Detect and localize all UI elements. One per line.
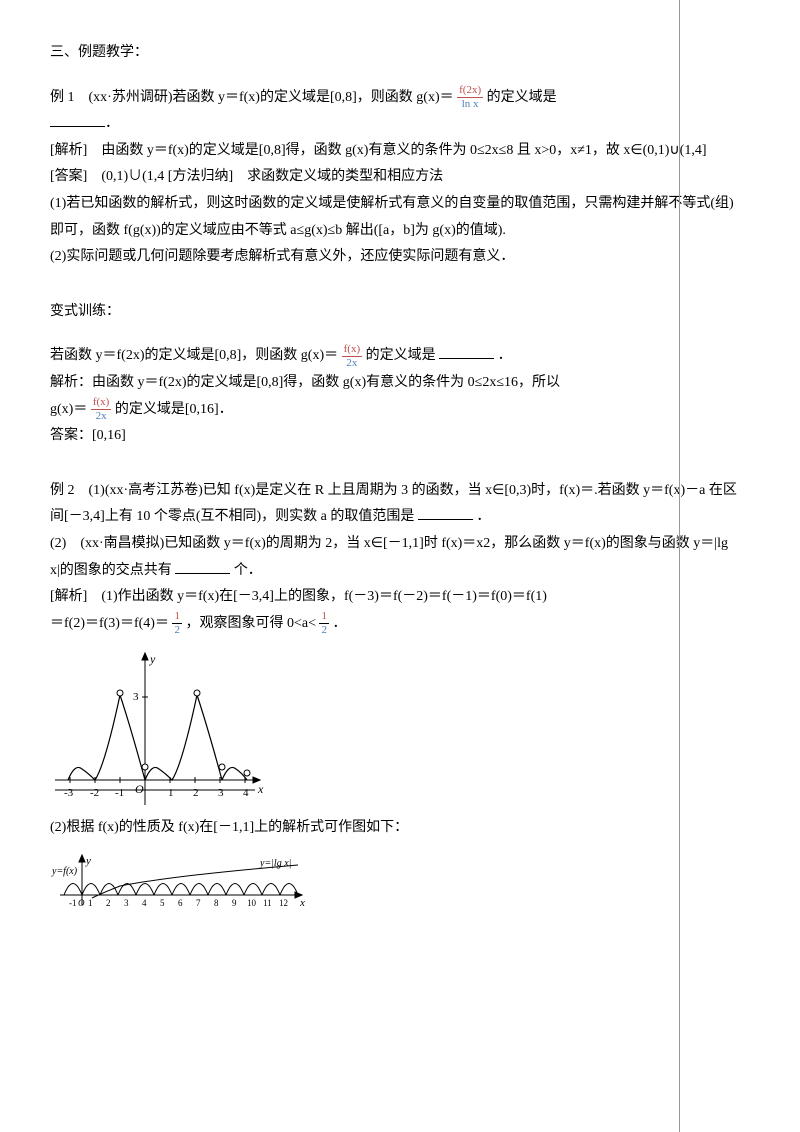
graph-2: x y y=f(x) y=|lg x| -1 O 1 2 3 4 5 6 7 8… <box>50 850 310 915</box>
section-title: 三、例题教学： <box>50 40 740 67</box>
ex1-method1: (1)若已知函数的解析式，则这时函数的定义域是使解析式有意义的自变量的取值范围，… <box>50 191 740 244</box>
ex2-frac1: 1 2 <box>172 611 182 636</box>
y-axis-label: y <box>85 855 91 867</box>
var1-frac-den: 2x <box>342 357 363 369</box>
blank-underline <box>439 344 494 359</box>
ex2-part2-text: (2)根据 f(x)的性质及 f(x)在[－1,1]上的解析式可作图如下： <box>50 815 740 842</box>
ex2-2-prefix: (2) (xx·南昌模拟)已知函数 y＝f(x)的周期为 2，当 x∈[－1,1… <box>50 536 728 578</box>
x-tick: 3 <box>124 898 129 908</box>
ex2-line2-end: ． <box>332 616 346 631</box>
example-2-part1: 例 2 (1)(xx·高考江苏卷)已知 f(x)是定义在 R 上且周期为 3 的… <box>50 478 740 531</box>
ex2-1-text: 例 2 (1)(xx·高考江苏卷)已知 f(x)是定义在 R 上且周期为 3 的… <box>50 483 737 525</box>
ex1-method2: (2)实际问题或几何问题除要考虑解析式有意义外，还应使实际问题有意义． <box>50 244 740 271</box>
x-tick: -1 <box>115 787 124 799</box>
x-tick: 2 <box>106 898 111 908</box>
ex2-frac1-den: 2 <box>172 624 182 636</box>
var1-frac-num-2: f(x) <box>91 397 112 410</box>
x-tick: 8 <box>214 898 219 908</box>
blank-underline <box>418 505 473 520</box>
x-tick: 4 <box>243 787 249 799</box>
ex2-line2-mid: ，观察图象可得 0<a< <box>185 616 316 631</box>
var1-answer: 答案：[0,16] <box>50 423 740 450</box>
ex2-line2-prefix: ＝f(2)＝f(3)＝f(4)＝ <box>50 616 169 631</box>
ex1-prefix: 例 1 (xx·苏州调研)若函数 y＝f(x)的定义域是[0,8]，则函数 g(… <box>50 90 454 105</box>
var1-gx: g(x)＝ <box>50 402 87 417</box>
ex2-frac2-num: 1 <box>319 611 329 624</box>
var1-prefix: 若函数 y＝f(2x)的定义域是[0,8]，则函数 g(x)＝ <box>50 348 338 363</box>
ex1-answer: [答案] (0,1)∪(1,4 [方法归纳] 求函数定义域的类型和相应方法 <box>50 164 740 191</box>
x-tick: 3 <box>218 787 224 799</box>
ex2-1-period: ． <box>476 509 490 524</box>
right-divider <box>679 0 680 1132</box>
variation-1: 若函数 y＝f(2x)的定义域是[0,8]，则函数 g(x)＝ f(x) 2x … <box>50 343 740 370</box>
document-content: 三、例题教学： 例 1 (xx·苏州调研)若函数 y＝f(x)的定义域是[0,8… <box>50 40 740 915</box>
example-1: 例 1 (xx·苏州调研)若函数 y＝f(x)的定义域是[0,8]，则函数 g(… <box>50 85 740 112</box>
ex1-suffix: 的定义域是 <box>487 90 557 105</box>
var1-analysis-prefix: 解析：由函数 y＝f(2x)的定义域是[0,8]得，函数 g(x)有意义的条件为… <box>50 370 740 397</box>
x-tick: 4 <box>142 898 147 908</box>
var1-suffix: 的定义域是 <box>366 348 436 363</box>
var1-fraction-2: f(x) 2x <box>91 397 112 422</box>
x-tick: -3 <box>64 787 74 799</box>
ex1-frac-den: ln x <box>457 98 483 110</box>
x-axis-label: x <box>299 897 305 909</box>
var1-frac-den-2: 2x <box>91 410 112 422</box>
graph-1: y x O -3 -2 -1 1 2 3 4 3 <box>50 645 270 815</box>
var1-period: ． <box>498 348 512 363</box>
x-tick: 10 <box>247 898 257 908</box>
ex1-analysis: [解析] 由函数 y＝f(x)的定义域是[0,8]得，函数 g(x)有意义的条件… <box>50 138 740 165</box>
blank-underline <box>50 112 105 127</box>
log-curve <box>92 865 298 898</box>
x-tick: -2 <box>90 787 99 799</box>
example-2-part2: (2) (xx·南昌模拟)已知函数 y＝f(x)的周期为 2，当 x∈[－1,1… <box>50 531 740 584</box>
x-axis-label: x <box>257 782 264 796</box>
x-tick: 11 <box>263 898 272 908</box>
ex2-frac2: 1 2 <box>319 611 329 636</box>
origin-label: O <box>78 898 85 908</box>
x-tick: 5 <box>160 898 165 908</box>
ex1-fraction: f(2x) ln x <box>457 85 483 110</box>
var1-frac-num: f(x) <box>342 344 363 357</box>
origin-label: O <box>135 782 144 796</box>
x-tick: -1 <box>69 898 77 908</box>
var1-analysis-line2: g(x)＝ f(x) 2x 的定义域是[0,16]． <box>50 397 740 424</box>
ex2-analysis-line1: [解析] (1)作出函数 y＝f(x)在[－3,4]上的图象，f(－3)＝f(－… <box>50 584 740 611</box>
x-tick: 9 <box>232 898 237 908</box>
periodic-humps <box>64 883 298 895</box>
graph2-label-left: y=f(x) <box>51 866 78 877</box>
x-tick: 6 <box>178 898 183 908</box>
y-tick: 3 <box>133 691 139 703</box>
x-tick: 1 <box>88 898 93 908</box>
variation-title: 变式训练： <box>50 299 740 326</box>
ex1-frac-num: f(2x) <box>457 85 483 98</box>
ex2-analysis-line2: ＝f(2)＝f(3)＝f(4)＝ 1 2 ，观察图象可得 0<a< 1 2 ． <box>50 611 740 638</box>
ex1-blank: ． <box>50 111 740 138</box>
x-tick: 2 <box>193 787 199 799</box>
var1-suffix-2: 的定义域是[0,16]． <box>115 402 233 417</box>
var1-fraction: f(x) 2x <box>342 344 363 369</box>
blank-underline <box>175 558 230 573</box>
x-tick: 12 <box>279 898 288 908</box>
ex2-frac2-den: 2 <box>319 624 329 636</box>
ex2-2-suffix: 个． <box>234 563 262 578</box>
x-tick: 1 <box>168 787 174 799</box>
ex2-frac1-num: 1 <box>172 611 182 624</box>
y-axis-label: y <box>149 652 156 666</box>
x-tick: 7 <box>196 898 201 908</box>
